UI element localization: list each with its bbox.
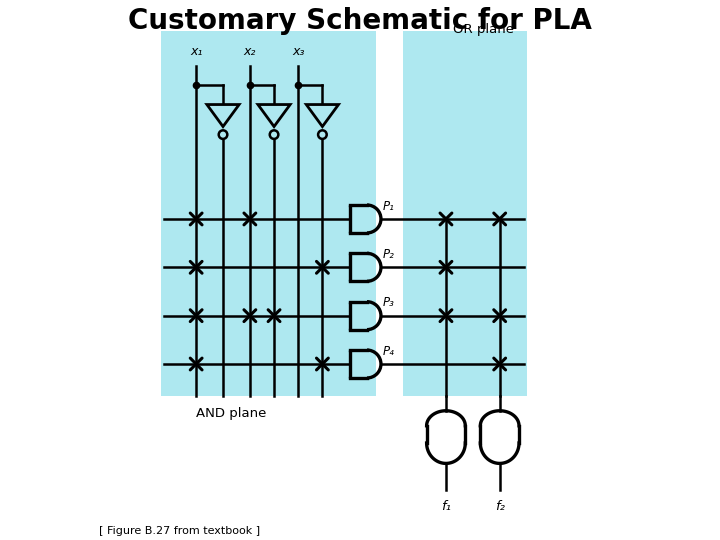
Text: P₄: P₄ bbox=[383, 345, 395, 357]
Text: OR plane: OR plane bbox=[453, 23, 514, 36]
Text: x₁: x₁ bbox=[190, 45, 202, 58]
Text: x₂: x₂ bbox=[243, 45, 256, 58]
Text: [ Figure B.27 from textbook ]: [ Figure B.27 from textbook ] bbox=[99, 526, 261, 536]
Text: f₁: f₁ bbox=[441, 500, 451, 513]
Text: P₃: P₃ bbox=[383, 296, 395, 309]
Text: f₂: f₂ bbox=[495, 500, 505, 513]
Text: x₃: x₃ bbox=[292, 45, 305, 58]
Bar bbox=[403, 31, 526, 396]
Text: Customary Schematic for PLA: Customary Schematic for PLA bbox=[128, 7, 592, 35]
Bar bbox=[161, 31, 376, 396]
Text: P₁: P₁ bbox=[383, 199, 395, 213]
Text: P₂: P₂ bbox=[383, 248, 395, 261]
Text: AND plane: AND plane bbox=[196, 407, 266, 420]
